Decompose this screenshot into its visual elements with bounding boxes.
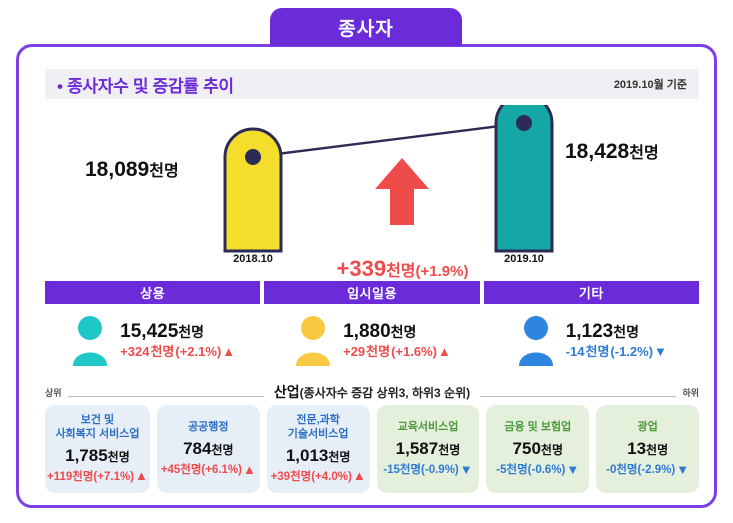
bar-2018-marker: [245, 149, 261, 165]
trend-down-arrow-icon: ▼: [654, 343, 667, 359]
industry-name-finance-insurance: 금융 및 보험업: [504, 420, 572, 433]
industry-box-row: 보건 및 사회복지 서비스업 1,785천명 +119천명(+7.1%) ▲ 공공…: [45, 405, 700, 493]
bar-2018-value: 18,089천명: [85, 158, 179, 181]
infographic-frame: • 종사자수 및 증감률 추이 2019.10월 기준 18,089천명 18,…: [16, 44, 717, 508]
industry-value-health: 1,785천명: [65, 445, 130, 465]
industry-delta-education: -15천명(-0.9%) ▼: [383, 461, 473, 477]
industry-box-finance-insurance[interactable]: 금융 및 보험업 750천명 -5천명(-0.6%) ▼: [486, 405, 590, 493]
bar-2019-axis-label: 2019.10: [504, 253, 544, 265]
industry-rank-top-label: 상위: [45, 387, 62, 398]
status-header-gita: 기타: [483, 281, 699, 304]
status-text-imsi: 1,880천명 +29 천명 (+1.6%) ▲: [343, 321, 451, 359]
industry-box-mining[interactable]: 광업 13천명 -0천명(-2.9%) ▼: [596, 405, 700, 493]
bar-2019: [494, 105, 554, 253]
trend-up-arrow-icon: ▲: [243, 461, 256, 477]
industry-value-education: 1,587천명: [395, 438, 461, 458]
status-header-sangyong: 상용: [45, 281, 261, 304]
divider-rule-right: [480, 395, 677, 397]
industry-delta-mining: -0천명(-2.9%) ▼: [606, 461, 690, 477]
divider-rule-left: [67, 395, 264, 397]
section-header: • 종사자수 및 증감률 추이 2019.10월 기준: [45, 69, 699, 99]
trend-connector-line: [252, 121, 525, 159]
status-value-imsi: 1,880천명: [343, 320, 417, 342]
industry-name-public-admin: 공공행정: [188, 420, 229, 433]
trend-up-arrow-icon: ▲: [222, 343, 236, 359]
industry-divider: 상위 산업(종사자수 증감 상위3, 하위3 순위) 하위: [45, 379, 699, 405]
bar-2019-marker: [516, 115, 532, 131]
status-value-gita: 1,123천명: [565, 320, 640, 342]
bar-2018-axis-label: 2018.10: [233, 253, 273, 265]
trend-down-arrow-icon: ▼: [459, 461, 473, 477]
industry-box-health[interactable]: 보건 및 사회복지 서비스업 1,785천명 +119천명(+7.1%) ▲: [45, 405, 150, 493]
industry-box-public-admin[interactable]: 공공행정 784천명 +45천명(+6.1%) ▲: [156, 405, 260, 493]
industry-divider-title: 산업(종사자수 증감 상위3, 하위3 순위): [273, 384, 471, 400]
status-delta-gita: -14 천명 (-1.2%) ▼: [565, 343, 667, 359]
industry-box-education[interactable]: 교육서비스업 1,587천명 -15천명(-0.9%) ▼: [376, 405, 480, 493]
industry-value-professional-science: 1,013천명: [285, 445, 351, 465]
status-category-section: 상용 임시일용 기타 15,425천명 +324 천명 (+2.1%) ▲: [45, 281, 699, 375]
status-cell-sangyong: 15,425천명 +324 천명 (+2.1%) ▲: [45, 314, 260, 366]
industry-value-mining: 13천명: [627, 438, 669, 458]
trend-up-arrow-icon: ▲: [437, 343, 451, 359]
trend-chart: 18,089천명 18,428천명 2018.10 2019.10 +339천명…: [37, 105, 703, 301]
status-cell-gita: 1,123천명 -14 천명 (-1.2%) ▼: [484, 314, 699, 366]
industry-delta-public-admin: +45천명(+6.1%) ▲: [160, 461, 256, 477]
industry-name-professional-science: 전문,과학 기술서비스업: [287, 414, 349, 440]
status-header-row: 상용 임시일용 기타: [45, 281, 699, 304]
bar-2018: [223, 127, 283, 253]
person-icon: [73, 316, 108, 366]
page-tab-title-label: 종사자: [338, 18, 394, 40]
industry-value-finance-insurance: 750천명: [512, 438, 564, 458]
status-text-gita: 1,123천명 -14 천명 (-1.2%) ▼: [566, 321, 667, 359]
status-value-sangyong: 15,425천명: [120, 320, 205, 342]
person-icon: [296, 316, 331, 366]
trend-down-arrow-icon: ▼: [676, 461, 690, 477]
status-cell-imsi: 1,880천명 +29 천명 (+1.6%) ▲: [264, 314, 479, 366]
industry-delta-health: +119천명(+7.1%) ▲: [47, 468, 148, 484]
delta-up-arrow-icon: [375, 158, 429, 225]
page-tab-title: 종사자: [270, 8, 462, 46]
trend-up-arrow-icon: ▲: [135, 468, 148, 484]
industry-name-health: 보건 및 사회복지 서비스업: [55, 414, 140, 440]
industry-name-mining: 광업: [637, 420, 658, 433]
bar-2019-value: 18,428천명: [565, 140, 659, 163]
delta-label: +339천명(+1.9%): [336, 256, 469, 281]
status-delta-sangyong: +324 천명 (+2.1%) ▲: [120, 343, 236, 359]
status-delta-imsi: +29 천명 (+1.6%) ▲: [343, 343, 451, 359]
industry-name-education: 교육서비스업: [397, 420, 459, 433]
status-cell-row: 15,425천명 +324 천명 (+2.1%) ▲ 1,880천명: [45, 314, 699, 366]
industry-delta-finance-insurance: -5천명(-0.6%) ▼: [496, 461, 580, 477]
trend-chart-graphics: [223, 105, 554, 253]
industry-rank-bottom-label: 하위: [682, 387, 700, 398]
status-text-sangyong: 15,425천명 +324 천명 (+2.1%) ▲: [120, 321, 235, 359]
industry-box-professional-science[interactable]: 전문,과학 기술서비스업 1,013천명 +39천명(+4.0%) ▲: [266, 405, 370, 493]
trend-up-arrow-icon: ▲: [352, 468, 366, 484]
trend-down-arrow-icon: ▼: [566, 461, 580, 477]
industry-delta-professional-science: +39천명(+4.0%) ▲: [270, 468, 366, 484]
person-icon: [518, 316, 553, 366]
section-title: • 종사자수 및 증감률 추이: [57, 76, 234, 96]
section-date-note: 2019.10월 기준: [613, 79, 687, 91]
status-header-imsi: 임시일용: [264, 281, 480, 304]
industry-value-public-admin: 784천명: [183, 438, 234, 458]
